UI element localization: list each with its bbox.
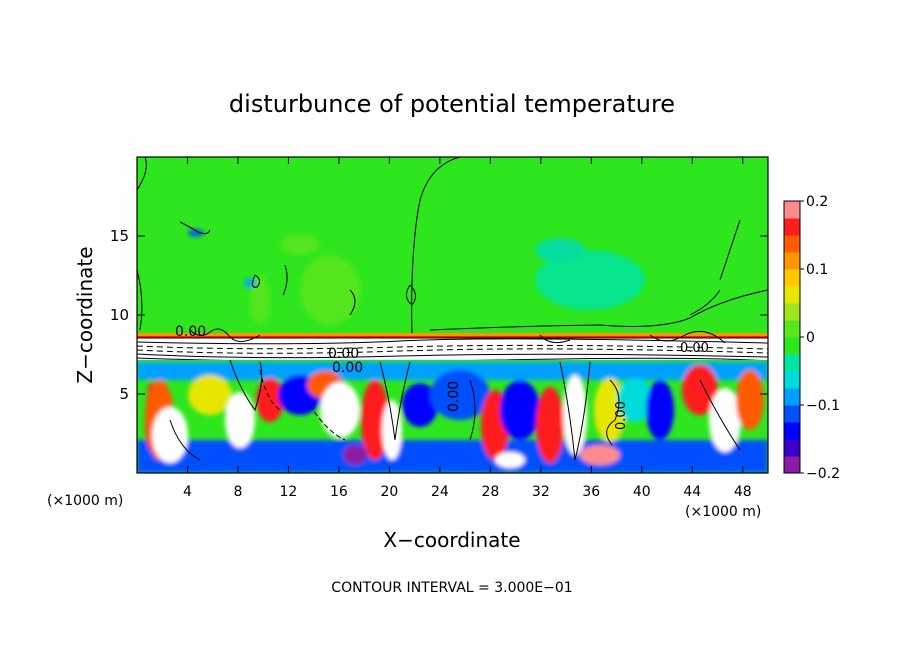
x-tick-label: 20: [380, 484, 398, 500]
contour-label: 0.00: [446, 381, 462, 412]
x-tick-label: 12: [280, 484, 298, 500]
colorbar-tick-label: 0.2: [806, 194, 828, 210]
colorbar-swatch: [784, 269, 800, 287]
x-tick-label: 24: [431, 484, 449, 500]
lower-layer-contours: [169, 359, 741, 461]
x-tick-label: 4: [183, 484, 192, 500]
colorbar-swatch: [784, 201, 800, 219]
y-axis: 5 10 15: [110, 227, 768, 403]
x-tick-label: 36: [582, 484, 600, 500]
x-unit-left: (×1000 m): [47, 493, 123, 509]
colorbar-tick-label: 0: [806, 330, 815, 346]
lower-layer-field: [137, 359, 768, 473]
colorbar-tick-label: −0.1: [806, 398, 840, 414]
colorbar-swatch: [784, 218, 800, 236]
y-tick-label: 5: [119, 385, 129, 403]
x-axis-label: X−coordinate: [383, 528, 520, 552]
colorbar-swatch: [784, 439, 800, 457]
contour-label: 0.00: [175, 324, 206, 340]
colorbar: [784, 201, 800, 474]
x-tick-label: 40: [633, 484, 651, 500]
upper-layer-anomalies: [188, 229, 645, 325]
colorbar-ticks: 0.2 0.1 0 −0.1 −0.2: [800, 194, 840, 482]
chart-title: disturbunce of potential temperature: [229, 90, 675, 118]
colorbar-swatch: [784, 337, 800, 355]
x-tick-label: 16: [330, 484, 348, 500]
colorbar-swatch: [784, 320, 800, 338]
colorbar-swatch: [784, 286, 800, 304]
contour-label: 0.00: [332, 360, 363, 376]
colorbar-tick-label: 0.1: [806, 262, 828, 278]
contour-interval-text: CONTOUR INTERVAL = 3.000E−01: [331, 580, 572, 596]
x-tick-label: 48: [734, 484, 752, 500]
x-tick-label: 32: [532, 484, 550, 500]
colorbar-swatch: [784, 422, 800, 440]
colorbar-swatch: [784, 405, 800, 423]
colorbar-swatch: [784, 354, 800, 372]
x-tick-label: 8: [233, 484, 242, 500]
contour-label: 0.00: [680, 341, 709, 356]
y-axis-label: Z−coordinate: [73, 246, 97, 383]
y-tick-label: 10: [110, 306, 129, 324]
contour-labels: 0.00 0.00 0.00 0.00 0.00 0.00: [175, 324, 709, 430]
contour-label: 0.00: [614, 401, 629, 430]
x-tick-label: 28: [481, 484, 499, 500]
plot-area: [137, 157, 768, 473]
x-axis: 4 8 12 16 20 24 28 32 36 40 44 48: [183, 157, 752, 500]
x-unit-right: (×1000 m): [685, 504, 761, 520]
contour-label: 0.00: [328, 346, 359, 362]
interface-band: [137, 328, 768, 363]
colorbar-swatch: [784, 303, 800, 321]
colorbar-swatch: [784, 235, 800, 253]
x-tick-label: 44: [683, 484, 701, 500]
upper-layer-contours: [137, 157, 768, 338]
colorbar-swatch: [784, 252, 800, 270]
upper-layer-field: [137, 157, 768, 337]
colorbar-swatch: [784, 371, 800, 389]
colorbar-tick-label: −0.2: [806, 466, 840, 482]
y-tick-label: 15: [110, 227, 129, 245]
colorbar-swatch: [784, 456, 800, 474]
colorbar-swatch: [784, 388, 800, 406]
